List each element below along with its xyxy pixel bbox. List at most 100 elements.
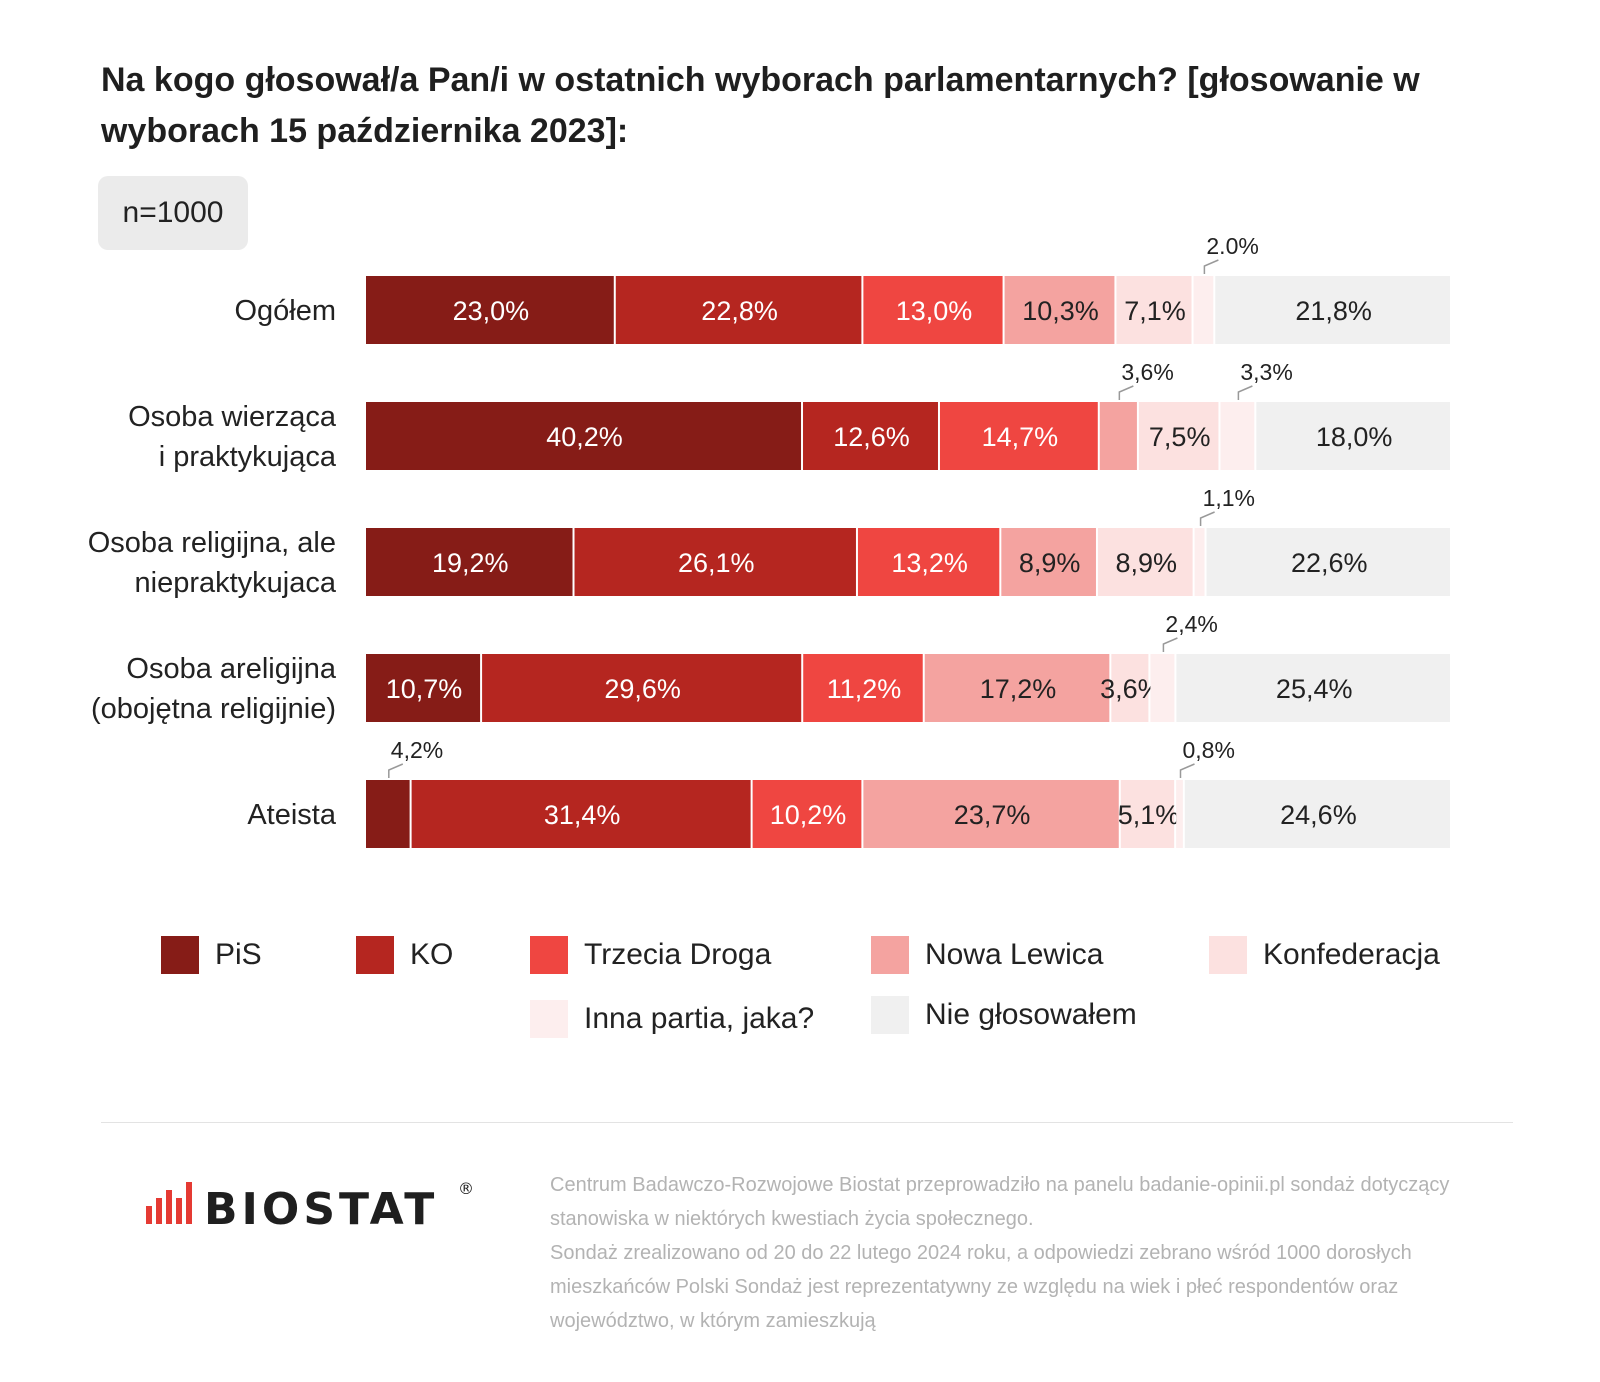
sample-size-badge: n=1000 [98, 176, 248, 250]
bar-segment [857, 528, 1000, 596]
legend-item: KO [356, 935, 453, 975]
bar-segment [1193, 276, 1214, 344]
data-label: 22,8% [701, 296, 778, 326]
footnote-line-2: Sondaż zrealizowano od 20 do 22 lutego 2… [550, 1242, 1412, 1332]
callout-leader-line [1179, 763, 1195, 778]
legend-label: Konfederacja [1263, 938, 1440, 971]
category-label-line: Ateista [247, 799, 337, 831]
data-label: 4,2% [391, 737, 443, 763]
category-label: Osoba areligijna (obojętna religijnie) [91, 653, 337, 725]
data-label: 18,0% [1316, 422, 1393, 452]
callout-leader-line [1203, 259, 1219, 274]
legend-swatch [530, 1000, 568, 1038]
data-label: 3,6% [1121, 359, 1173, 385]
callout-leader-line [1237, 385, 1253, 400]
data-label: 2,4% [1165, 611, 1217, 637]
data-label: 10,7% [386, 674, 463, 704]
bar-segment [752, 780, 862, 848]
data-label: 31,4% [544, 800, 621, 830]
legend-swatch [1209, 936, 1247, 974]
data-label: 21,8% [1295, 296, 1372, 326]
bar-segment [924, 654, 1110, 722]
logo-bars-icon [146, 1182, 192, 1224]
data-label: 23,0% [453, 296, 530, 326]
data-label: 1,1% [1203, 485, 1255, 511]
category-label-line: i praktykująca [159, 441, 337, 473]
bar-segment [366, 528, 573, 596]
bar-segment [1184, 780, 1450, 848]
legend-label: Nie głosowałem [925, 998, 1137, 1031]
data-label: 8,9% [1116, 548, 1178, 578]
bar-segment [1120, 780, 1175, 848]
data-label: 8,9% [1019, 548, 1081, 578]
legend-item: Konfederacja [1209, 935, 1440, 975]
bar-segment [1097, 528, 1193, 596]
bar-segment [1194, 528, 1205, 596]
bar-segment [1176, 654, 1450, 722]
data-label: 2.0% [1206, 233, 1258, 259]
data-label: 13,2% [891, 548, 968, 578]
bar-segment [863, 276, 1003, 344]
chart-title: Na kogo głosował/a Pan/i w ostatnich wyb… [101, 61, 1420, 150]
category-label-line: niepraktykujaca [135, 567, 337, 599]
data-label: 10,2% [770, 800, 847, 830]
data-label: 19,2% [432, 548, 509, 578]
data-label: 24,6% [1280, 800, 1357, 830]
category-label: Osoba wierząca i praktykująca [128, 401, 337, 473]
category-label: Ogółem [234, 295, 336, 327]
footnote-line-1: Centrum Badawczo-Rozwojowe Biostat przep… [550, 1174, 1450, 1230]
bar-segment [1004, 276, 1115, 344]
stacked-bar-chart: Ogółem 23,0% 22,8% 13,0% 10,3% 7,1% 2.0% 21,8% O… [88, 233, 1450, 848]
bar-segment [1176, 780, 1183, 848]
legend-item: Inna partia, jaka? [530, 999, 814, 1039]
data-label: 5,1% [1118, 800, 1180, 830]
data-label: 17,2% [980, 674, 1057, 704]
legend-label: Nowa Lewica [925, 938, 1104, 971]
bar-segment [366, 654, 481, 722]
bar-segment [863, 780, 1119, 848]
survey-footnote: Centrum Badawczo-Rozwojowe Biostat przep… [550, 1168, 1500, 1338]
bar-segment [411, 780, 751, 848]
sample-size-label: n=1000 [122, 196, 224, 229]
data-label: 29,6% [604, 674, 681, 704]
bar-segment [939, 402, 1098, 470]
legend-item: PiS [161, 935, 262, 975]
data-label: 25,4% [1276, 674, 1353, 704]
category-label-line: Osoba religijna, ale [88, 527, 336, 559]
bar-segment [1256, 402, 1450, 470]
callout-leader-line [1162, 637, 1178, 652]
callout-leader-line [1199, 511, 1215, 526]
category-label-line: (obojętna religijnie) [91, 693, 336, 725]
data-label: 40,2% [546, 422, 623, 452]
legend-swatch [530, 936, 568, 974]
bar-segment [1001, 528, 1096, 596]
legend-swatch [161, 936, 199, 974]
bar-segment [366, 276, 614, 344]
logo-registered-mark: ® [458, 1179, 474, 1198]
bar-segment [1111, 654, 1149, 722]
callout-leader-line [388, 763, 404, 778]
data-label: 7,5% [1149, 422, 1211, 452]
bar-segment [1206, 528, 1450, 596]
callout-leader-line [1118, 385, 1134, 400]
category-label-line: Ogółem [234, 295, 336, 327]
data-label: 22,6% [1291, 548, 1368, 578]
footer-divider [101, 1122, 1513, 1123]
data-label: 26,1% [678, 548, 755, 578]
bar-segment [615, 276, 862, 344]
bar-segment [1138, 402, 1219, 470]
data-label: 7,1% [1124, 296, 1186, 326]
bar-segment [1150, 654, 1175, 722]
bar-segment [1220, 402, 1255, 470]
legend-swatch [356, 936, 394, 974]
bar-segment [1099, 402, 1137, 470]
bar-segment [366, 780, 410, 848]
biostat-logo: BIOSTAT ® [146, 1176, 476, 1236]
data-label: 0,8% [1183, 737, 1235, 763]
legend-label: Trzecia Droga [584, 938, 772, 971]
data-label: 13,0% [896, 296, 973, 326]
bar-segment [482, 654, 802, 722]
legend-label: PiS [215, 938, 262, 971]
bar-segment [803, 654, 923, 722]
data-label: 10,3% [1022, 296, 1099, 326]
